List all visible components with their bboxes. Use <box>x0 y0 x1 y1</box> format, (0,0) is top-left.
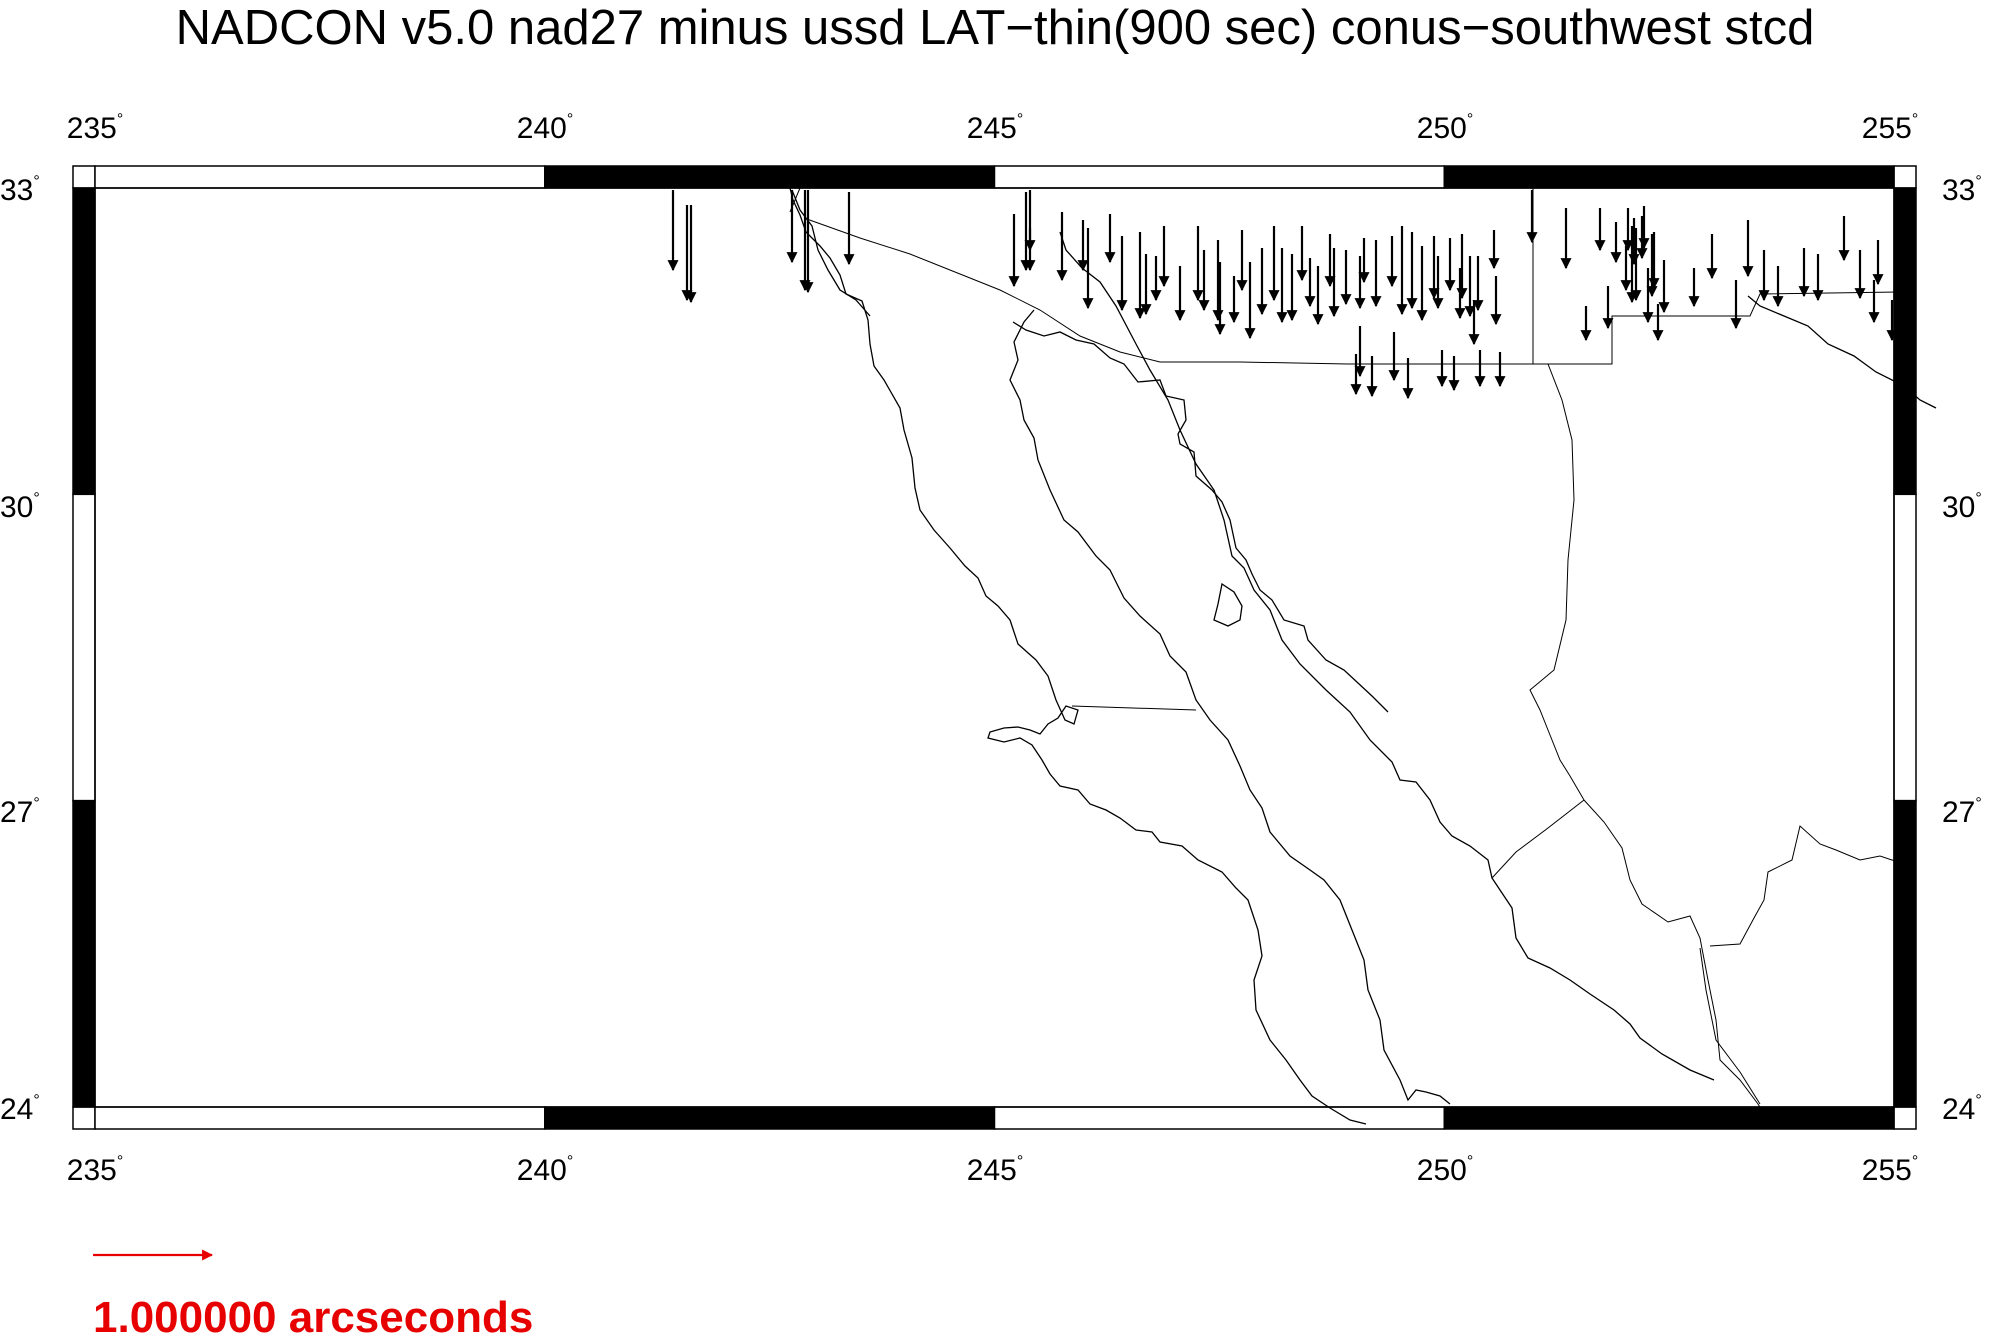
lat-label-left-30: 30° <box>0 490 40 524</box>
political-borders <box>789 187 1899 1125</box>
frame-band-top <box>94 165 546 189</box>
baja-gulf-coastline <box>1009 309 1451 1105</box>
mexico-state-border-bc-bcs <box>1071 705 1197 711</box>
tiburon-island <box>1213 582 1243 627</box>
lat-label-right-24: 24° <box>1942 1092 1982 1126</box>
map-border <box>94 187 1895 1108</box>
lat-label-left-27: 27° <box>0 795 40 829</box>
us-mexico-border <box>803 217 1533 365</box>
frame-band-right <box>1893 493 1917 802</box>
frame-corner <box>1893 1106 1917 1130</box>
lat-label-right-27: 27° <box>1942 795 1982 829</box>
frame-band-right <box>1893 799 1917 1108</box>
lat-label-left-33: 33° <box>0 173 40 207</box>
frame-corner <box>72 165 96 189</box>
frame-band-left <box>72 187 96 496</box>
map-frame <box>72 165 1917 1130</box>
frame-band-top <box>1443 165 1895 189</box>
lon-label-top-255: 255° <box>1862 111 1918 145</box>
frame-band-bottom <box>1443 1106 1895 1130</box>
lat-label-right-30: 30° <box>1942 490 1982 524</box>
frame-band-left <box>72 493 96 802</box>
displacement-vectors <box>667 190 1898 400</box>
lon-label-top-250: 250° <box>1417 111 1473 145</box>
mainland-mexico-coastline <box>1059 231 1715 1081</box>
frame-band-top <box>993 165 1445 189</box>
lon-label-top-240: 240° <box>517 111 573 145</box>
lon-label-bottom-250: 250° <box>1417 1153 1473 1187</box>
map-title: NADCON v5.0 nad27 minus ussd LAT−thin(90… <box>176 1 1815 55</box>
lon-labels-bottom: 235° 240° 245° 250° 255° <box>67 1153 1918 1187</box>
lon-labels-top: 235° 240° 245° 250° 255° <box>67 111 1918 145</box>
lon-label-top-235: 235° <box>67 111 123 145</box>
frame-corner <box>72 1106 96 1130</box>
lon-label-bottom-255: 255° <box>1862 1153 1918 1187</box>
lon-label-bottom-235: 235° <box>67 1153 123 1187</box>
frame-band-left <box>72 799 96 1108</box>
southern-california-coastline <box>1747 295 1937 409</box>
gulf-north-coast <box>1012 321 1389 713</box>
scale-legend: 1.000000 arcseconds <box>93 1249 533 1335</box>
mexico-state-border-east <box>1699 947 1761 1105</box>
frame-band-bottom <box>94 1106 546 1130</box>
lat-labels-right: 33° 30° 27° 24° <box>1942 173 1982 1126</box>
mexico-state-border-sin-dur <box>1491 799 1771 1125</box>
baja-pacific-coastline <box>789 187 1367 1125</box>
california-coast <box>791 189 871 317</box>
mexico-state-border-son-chih <box>1529 363 1585 801</box>
lon-label-bottom-245: 245° <box>967 1153 1023 1187</box>
frame-corner <box>1893 165 1917 189</box>
lat-label-right-33: 33° <box>1942 173 1982 207</box>
frame-band-top <box>544 165 996 189</box>
frame-band-right <box>1893 187 1917 496</box>
scale-label: 1.000000 arcseconds <box>93 1293 533 1335</box>
mexico-state-border-chih-coah <box>1709 825 1899 947</box>
lon-label-bottom-240: 240° <box>517 1153 573 1187</box>
lat-labels-left: 33° 30° 27° 24° <box>0 173 40 1126</box>
lon-label-top-245: 245° <box>967 111 1023 145</box>
coastlines <box>789 187 1937 1125</box>
state-border-2 <box>1532 188 1899 365</box>
frame-band-bottom <box>993 1106 1445 1130</box>
lat-label-left-24: 24° <box>0 1092 40 1126</box>
frame-band-bottom <box>544 1106 996 1130</box>
